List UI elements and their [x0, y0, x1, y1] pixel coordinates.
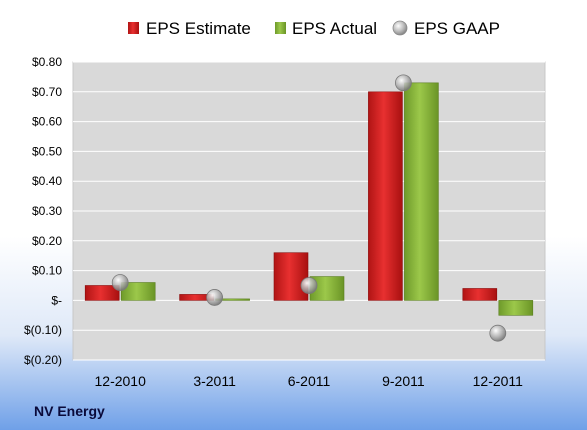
y-tick-label: $0.60: [32, 115, 62, 129]
y-tick-label: $(0.10): [24, 323, 62, 337]
bar-eps-estimate: [273, 252, 309, 301]
x-tick-label: 12-2011: [473, 373, 524, 389]
legend-item-gaap: EPS GAAP: [392, 19, 500, 38]
bar-eps-estimate: [84, 285, 120, 301]
x-tick-label: 3-2011: [193, 373, 236, 389]
y-tick-label: $0.40: [32, 174, 62, 188]
x-axis-ticks: 12-2010 3-2011 6-2011 9-2011 12-2011: [95, 373, 524, 389]
y-tick-label: $-: [51, 293, 62, 307]
company-label: NV Energy: [34, 403, 105, 419]
y-axis-ticks: $0.80 $0.70 $0.60 $0.50 $0.40 $0.30 $0.20 $0.10…: [24, 55, 62, 367]
legend-label-actual: EPS Actual: [292, 19, 377, 38]
bar-eps-actual: [120, 282, 156, 301]
legend-item-actual: EPS Actual: [275, 19, 377, 38]
y-tick-label: $0.30: [32, 204, 62, 218]
legend-swatch-gaap: [392, 20, 408, 36]
bar-eps-actual: [404, 82, 439, 301]
bar-eps-actual: [498, 300, 534, 316]
bar-eps-estimate: [462, 288, 498, 301]
legend-item-estimate: EPS Estimate: [128, 19, 251, 38]
marker-eps-gaap: [394, 74, 412, 92]
y-tick-label: $0.10: [32, 264, 62, 278]
y-tick-label: $0.70: [32, 85, 62, 99]
marker-eps-gaap: [111, 274, 129, 291]
legend: EPS Estimate EPS Actual EPS GAAP: [128, 19, 500, 38]
x-tick-label: 6-2011: [288, 373, 331, 389]
marker-eps-gaap: [489, 324, 507, 342]
bar-eps-estimate: [368, 91, 403, 301]
bars: [84, 82, 534, 316]
legend-swatch-actual: [275, 22, 286, 34]
legend-label-estimate: EPS Estimate: [146, 19, 251, 38]
legend-swatch-estimate-fill: [128, 22, 139, 34]
x-tick-label: 12-2010: [95, 373, 147, 389]
y-tick-label: $(0.20): [24, 353, 62, 367]
marker-eps-gaap: [206, 289, 224, 306]
y-tick-label: $0.80: [32, 55, 62, 69]
y-tick-label: $0.50: [32, 144, 62, 158]
x-tick-label: 9-2011: [382, 373, 425, 389]
gaap-markers: [111, 74, 507, 342]
legend-label-gaap: EPS GAAP: [414, 19, 500, 38]
y-tick-label: $0.20: [32, 234, 62, 248]
marker-eps-gaap: [300, 277, 318, 294]
